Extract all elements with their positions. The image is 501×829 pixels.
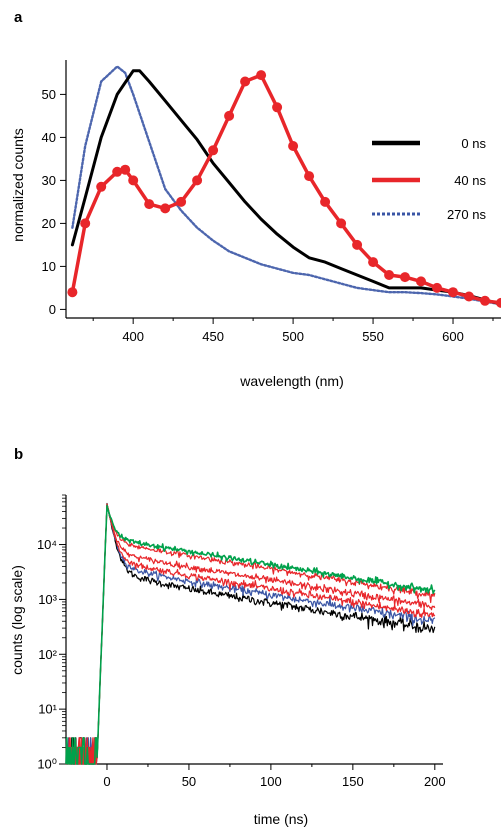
panel-a-marker-40ns	[496, 297, 501, 308]
panel-a-x-tick-label: 600	[442, 329, 464, 344]
panel-a-marker-40ns	[272, 102, 283, 113]
panel-a-marker-40ns	[288, 141, 299, 151]
panel-a-marker-40ns	[112, 166, 123, 177]
panel-a-marker-40ns	[416, 276, 426, 287]
panel-b-series	[65, 502, 436, 765]
panel-a-chart: a 0 10 20 30 40 50 400 450 500 550 600 0 ns 40 ns 27…	[10, 9, 501, 389]
panel-a-marker-40ns	[432, 282, 442, 293]
panel-a-x-tick-label: 450	[202, 329, 224, 344]
panel-a-marker-40ns	[67, 287, 78, 298]
panel-b-x-tick-label: 0	[103, 774, 110, 789]
panel-a-legend: 0 ns 40 ns 270 ns	[372, 136, 486, 222]
panel-b-y-tick-label: 10⁰	[37, 757, 57, 772]
panel-a-y-tick-label: 50	[42, 87, 56, 102]
panel-b-decay-trace	[65, 503, 436, 765]
panel-b-y-axis-label: counts (log scale)	[9, 565, 25, 675]
panel-a-marker-40ns	[240, 76, 251, 87]
panel-a-series-line-40-ns	[70, 73, 501, 305]
panel-a-y-tick-label: 10	[42, 259, 56, 274]
panel-a-marker-40ns	[176, 196, 187, 207]
panel-b-x-tick-label: 50	[182, 774, 196, 789]
panel-a-series-line-0-ns	[70, 69, 501, 306]
panel-a-marker-40ns	[320, 196, 331, 207]
panel-a-axes: 0 10 20 30 40 50 400 450 500 550 600	[42, 60, 501, 344]
panel-a-marker-40ns	[480, 295, 490, 306]
legend-label-40-ns: 40 ns	[454, 173, 486, 188]
panel-b-x-tick-label: 150	[342, 774, 364, 789]
panel-a-y-tick-label: 0	[49, 302, 56, 317]
panel-a-marker-40ns	[208, 145, 219, 156]
panel-a-y-tick-label: 30	[42, 173, 56, 188]
panel-a-marker-40ns	[160, 203, 171, 214]
panel-b-y-tick-label: 10¹	[38, 702, 57, 717]
panel-a-y-axis-label: normalized counts	[10, 128, 26, 242]
panel-b-y-tick-label: 10³	[38, 592, 57, 607]
panel-a-series	[67, 65, 501, 308]
panel-a-y-tick-label: 20	[42, 216, 56, 231]
panel-a-y-tick-label: 40	[42, 130, 56, 145]
panel-a-marker-40ns	[304, 171, 315, 182]
panel-a-letter: a	[14, 9, 23, 26]
panel-b-letter: b	[14, 446, 23, 463]
panel-a-marker-40ns	[192, 175, 203, 186]
panel-a-marker-40ns	[80, 218, 91, 229]
panel-b-decay-trace	[65, 502, 436, 765]
panel-b-decay-trace	[65, 503, 436, 765]
panel-a-marker-40ns	[400, 272, 410, 283]
panel-a-marker-40ns	[352, 239, 363, 250]
panel-b-y-tick-label: 10²	[38, 647, 57, 662]
panel-b-axes: 10⁰ 10¹ 10² 10³ 10⁴ 0 50 100 150 200	[37, 494, 446, 789]
panel-b-decay-trace	[65, 504, 436, 765]
panel-a-x-tick-label: 500	[282, 329, 304, 344]
panel-b-x-tick-label: 200	[424, 774, 446, 789]
panel-a-marker-40ns	[96, 181, 107, 192]
panel-a-marker-40ns	[128, 175, 139, 186]
panel-a-marker-40ns	[120, 164, 131, 175]
panel-b-x-tick-label: 100	[260, 774, 282, 789]
panel-a-x-tick-label: 550	[362, 329, 384, 344]
panel-b-decay-trace	[65, 503, 436, 765]
panel-b-decay-trace	[65, 503, 436, 765]
panel-b-x-axis-label: time (ns)	[254, 811, 308, 827]
panel-a-marker-40ns	[224, 110, 235, 121]
panel-a-marker-40ns	[256, 70, 267, 81]
panel-a-marker-40ns	[144, 199, 155, 210]
panel-a-x-axis-label: wavelength (nm)	[239, 373, 344, 389]
panel-a-marker-40ns	[336, 218, 347, 229]
legend-label-0-ns: 0 ns	[461, 136, 486, 151]
panel-b-y-tick-label: 10⁴	[37, 537, 57, 552]
panel-a-marker-40ns	[368, 257, 379, 268]
panel-a-marker-40ns	[448, 287, 458, 298]
legend-label-270-ns: 270 ns	[447, 207, 487, 222]
panel-a-marker-40ns	[384, 270, 395, 280]
panel-a-x-tick-label: 400	[122, 329, 144, 344]
panel-a-series-line-270-ns	[71, 65, 501, 306]
panel-a-marker-40ns	[464, 291, 474, 302]
